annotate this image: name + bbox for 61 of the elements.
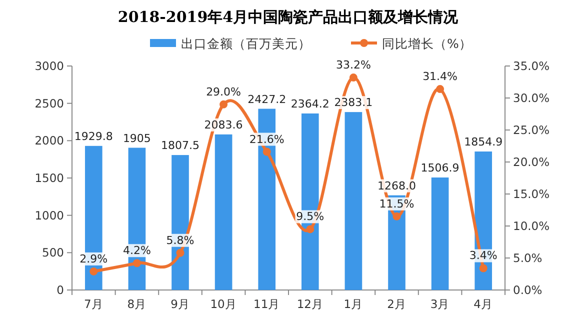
bar bbox=[344, 112, 362, 290]
data-label: 11.5% bbox=[379, 197, 414, 210]
x-tick-label: 11月 bbox=[254, 297, 280, 311]
point bbox=[349, 74, 358, 82]
data-label: 31.4% bbox=[422, 70, 458, 84]
point bbox=[220, 100, 228, 108]
data-label: 4.2% bbox=[122, 244, 151, 258]
point bbox=[392, 212, 401, 220]
point bbox=[436, 85, 444, 94]
y2-tick-label: 15.0% bbox=[513, 187, 550, 201]
y-tick-label: 2000 bbox=[34, 134, 64, 148]
data-label: 2083.6 bbox=[204, 118, 243, 132]
y2-tick-label: 10.0% bbox=[513, 219, 550, 233]
y-tick-label: 3000 bbox=[34, 59, 64, 73]
x-tick-label: 12月 bbox=[296, 297, 324, 311]
point bbox=[262, 148, 271, 156]
data-label: 1929.8 bbox=[74, 130, 113, 143]
y2-tick-label: 5.0% bbox=[513, 251, 542, 265]
x-tick-label: 2月 bbox=[387, 297, 406, 311]
y-tick-label: 0 bbox=[56, 283, 64, 297]
x-tick-label: 7月 bbox=[84, 297, 104, 311]
data-label: 2427.2 bbox=[248, 92, 286, 106]
data-label: 1807.5 bbox=[161, 139, 200, 152]
y-tick-label: 2500 bbox=[34, 96, 64, 110]
legend-label: 出口金额（百万美元） bbox=[181, 36, 311, 51]
data-label: 29.0% bbox=[206, 85, 242, 98]
point bbox=[90, 267, 98, 276]
data-label: 2383.1 bbox=[334, 96, 373, 110]
data-label: 21.6% bbox=[249, 132, 284, 146]
data-label: 2364.2 bbox=[290, 97, 330, 110]
y-tick-label: 1000 bbox=[34, 208, 64, 222]
x-tick-label: 9月 bbox=[170, 297, 190, 311]
y-tick-label: 1500 bbox=[34, 171, 64, 185]
y2-tick-label: 0.0% bbox=[513, 283, 542, 297]
data-label: 1905 bbox=[122, 132, 151, 145]
title: 2018-2019年4月中国陶瓷产品出口额及增长情况 bbox=[118, 8, 458, 26]
point bbox=[176, 248, 184, 257]
bar bbox=[214, 134, 232, 290]
data-label: 33.2% bbox=[336, 58, 371, 72]
legend-label: 同比增长（%） bbox=[382, 36, 472, 51]
y2-tick-label: 20.0% bbox=[513, 155, 550, 169]
y2-tick-label: 35.0% bbox=[513, 59, 550, 73]
x-tick-label: 10月 bbox=[210, 297, 237, 311]
x-tick-label: 8月 bbox=[127, 297, 147, 311]
point bbox=[479, 264, 488, 272]
point bbox=[306, 225, 314, 234]
y-tick-label: 500 bbox=[42, 246, 64, 260]
data-label: 5.8% bbox=[166, 234, 194, 247]
data-label: 1268.0 bbox=[378, 179, 416, 192]
data-label: 2.9% bbox=[80, 252, 108, 266]
data-label: 1506.9 bbox=[420, 161, 460, 174]
bar bbox=[431, 177, 449, 290]
x-tick-label: 1月 bbox=[344, 297, 364, 311]
x-tick-label: 4月 bbox=[474, 297, 494, 311]
y2-tick-label: 25.0% bbox=[513, 123, 550, 137]
data-label: 3.4% bbox=[469, 249, 498, 262]
point bbox=[132, 259, 141, 268]
data-label: 9.5% bbox=[296, 210, 324, 224]
y2-tick-label: 30.0% bbox=[513, 91, 550, 105]
data-label: 1854.9 bbox=[464, 136, 503, 148]
x-tick-label: 3月 bbox=[430, 297, 450, 311]
